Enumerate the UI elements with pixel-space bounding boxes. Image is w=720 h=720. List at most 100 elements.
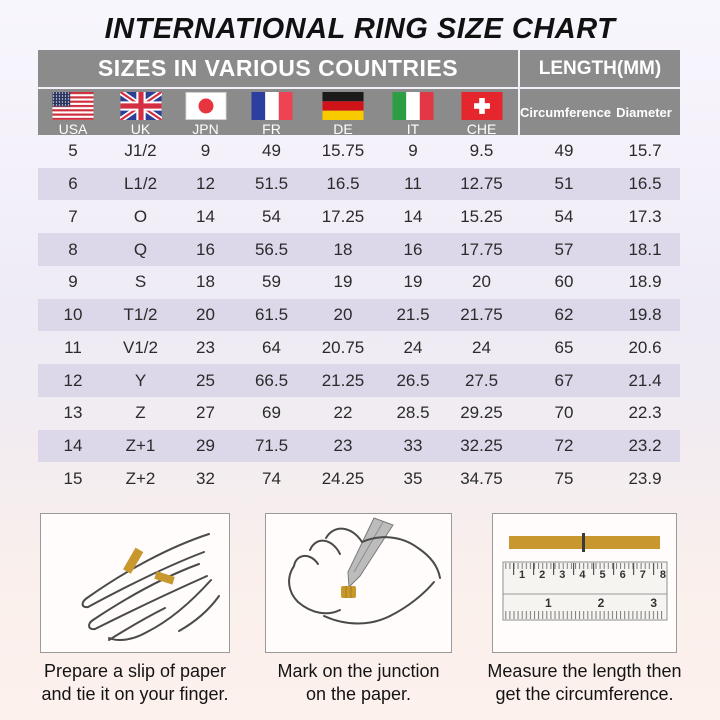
- header-sizes-group: SIZES IN VARIOUS COUNTRIES: [97, 55, 459, 81]
- table-row: 6 L1/2 12 51.5 16.5 11 12.75 51 16.5: [38, 167, 680, 201]
- caption-mark-junction: Mark on the junction on the paper.: [277, 661, 440, 704]
- cell-it-size: 19: [403, 272, 423, 292]
- cell-uk-size: Y: [134, 370, 147, 390]
- cell-usa-size: 9: [68, 272, 78, 292]
- column-header-circumference: Circumference: [520, 104, 612, 120]
- cell-uk-size: O: [133, 206, 148, 226]
- cell-che-size: 20: [472, 272, 491, 292]
- table-row: 7 O 14 54 17.25 14 15.25 54 17.3: [38, 200, 680, 233]
- cell-usa-size: 11: [64, 337, 82, 357]
- cell-diameter: 23.2: [628, 435, 662, 455]
- cell-che-size: 24: [472, 337, 491, 357]
- table-row: 8 Q 16 56.5 18 16 17.75 57 18.1: [38, 233, 680, 266]
- cell-fr-size: 61.5: [254, 305, 289, 325]
- cell-jpn-size: 29: [196, 435, 215, 455]
- cell-usa-size: 5: [68, 141, 78, 161]
- cell-circumference: 51: [554, 174, 574, 194]
- usa-flag-icon: [52, 92, 94, 120]
- cell-uk-size: L1/2: [123, 174, 158, 194]
- column-header-che: CHE: [445, 89, 518, 137]
- cell-circumference: 65: [554, 337, 574, 357]
- length-header-row: Circumference Diameter: [520, 89, 680, 135]
- column-label-usa: USA: [58, 121, 88, 137]
- italy-flag-icon: [392, 92, 434, 120]
- table-row: 12 Y 25 66.5 21.25 26.5 27.5 67 21.4: [38, 364, 680, 397]
- cell-uk-size: J1/2: [124, 141, 157, 161]
- cell-jpn-size: 9: [200, 141, 211, 161]
- cell-fr-size: 66.5: [254, 370, 289, 390]
- cell-uk-size: Z: [135, 403, 146, 423]
- cell-fr-size: 69: [262, 403, 281, 423]
- caption-prepare-paper: Prepare a slip of paper and tie it on yo…: [41, 661, 229, 704]
- cell-de-size: 18: [333, 239, 353, 259]
- cell-diameter: 18.9: [628, 272, 662, 292]
- cell-diameter: 17.3: [628, 206, 662, 226]
- hand-with-paper-slip-sketch: [41, 533, 229, 656]
- table-row: 15 Z+2 32 74 24.25 35 34.75 75 23.9: [38, 462, 680, 495]
- figure-mark-junction: [265, 513, 452, 653]
- cell-de-size: 23: [333, 435, 353, 455]
- cell-de-size: 17.25: [321, 206, 365, 226]
- table-row: 9 S 18 59 19 19 20 60 18.9: [38, 266, 680, 299]
- figure-prepare-paper: [40, 513, 230, 653]
- cell-de-size: 24.25: [321, 468, 365, 488]
- table-row: 10 T1/2 20 61.5 20 21.5 21.75 62 19.8: [38, 298, 680, 332]
- cell-uk-size: V1/2: [123, 337, 158, 357]
- cell-usa-size: 7: [68, 206, 78, 226]
- cell-it-size: 9: [408, 141, 418, 161]
- cell-uk-size: Z+2: [125, 468, 156, 488]
- cell-che-size: 34.75: [460, 468, 503, 488]
- column-header-uk: UK: [108, 89, 173, 137]
- cell-usa-size: 15: [63, 468, 83, 488]
- japan-flag-icon: [184, 92, 227, 120]
- column-label-it: IT: [406, 121, 420, 137]
- cell-che-size: 27.5: [464, 370, 499, 390]
- table-row: 11 V1/2 23 64 20.75 24 24 65 20.6: [38, 331, 680, 364]
- cell-diameter: 15.7: [628, 141, 662, 161]
- cell-diameter: 18.1: [628, 239, 662, 259]
- cell-usa-size: 6: [68, 174, 78, 194]
- cell-it-size: 24: [403, 337, 423, 357]
- cell-jpn-size: 27: [196, 403, 215, 423]
- cell-fr-size: 54: [262, 206, 281, 226]
- cell-it-size: 28.5: [396, 403, 430, 423]
- cell-it-size: 16: [403, 239, 423, 259]
- cell-che-size: 15.25: [460, 206, 503, 226]
- cell-it-size: 33: [403, 435, 423, 455]
- header-horizontal-divider: [38, 87, 680, 89]
- cell-fr-size: 56.5: [254, 239, 289, 259]
- cell-circumference: 60: [554, 272, 574, 292]
- column-label-jpn: JPN: [192, 121, 219, 137]
- cell-che-size: 32.25: [460, 435, 503, 455]
- cell-jpn-size: 25: [196, 370, 215, 390]
- cell-de-size: 16.5: [326, 174, 360, 194]
- cell-circumference: 75: [554, 468, 574, 488]
- flag-header-row: USA UK: [38, 89, 518, 137]
- cell-uk-size: Q: [133, 239, 148, 259]
- cell-de-size: 20: [333, 305, 353, 325]
- hands-marking-with-pen-sketch: [266, 517, 451, 656]
- column-label-de: DE: [333, 121, 353, 137]
- cell-it-size: 35: [403, 468, 423, 488]
- cell-jpn-size: 12: [196, 174, 215, 194]
- cell-de-size: 19: [333, 272, 353, 292]
- ruler-inch-scale: 123: [545, 596, 704, 610]
- ruler-cm-scale: 12345678: [519, 569, 680, 581]
- cell-de-size: 20.75: [321, 337, 365, 357]
- cell-it-size: 21.5: [396, 305, 430, 325]
- cell-it-size: 11: [404, 174, 422, 194]
- cell-uk-size: S: [134, 272, 147, 292]
- cell-de-size: 22: [333, 403, 353, 423]
- cell-fr-size: 64: [262, 337, 281, 357]
- page-title: INTERNATIONAL RING SIZE CHART: [104, 13, 616, 45]
- cell-diameter: 22.3: [628, 403, 662, 423]
- cell-usa-size: 10: [63, 305, 83, 325]
- switzerland-flag-icon: [460, 92, 503, 120]
- column-header-it: IT: [381, 89, 445, 137]
- column-header-jpn: JPN: [173, 89, 238, 137]
- cell-jpn-size: 23: [196, 337, 215, 357]
- germany-flag-icon: [322, 92, 364, 120]
- cell-circumference: 49: [554, 141, 574, 161]
- cell-diameter: 16.5: [628, 174, 662, 194]
